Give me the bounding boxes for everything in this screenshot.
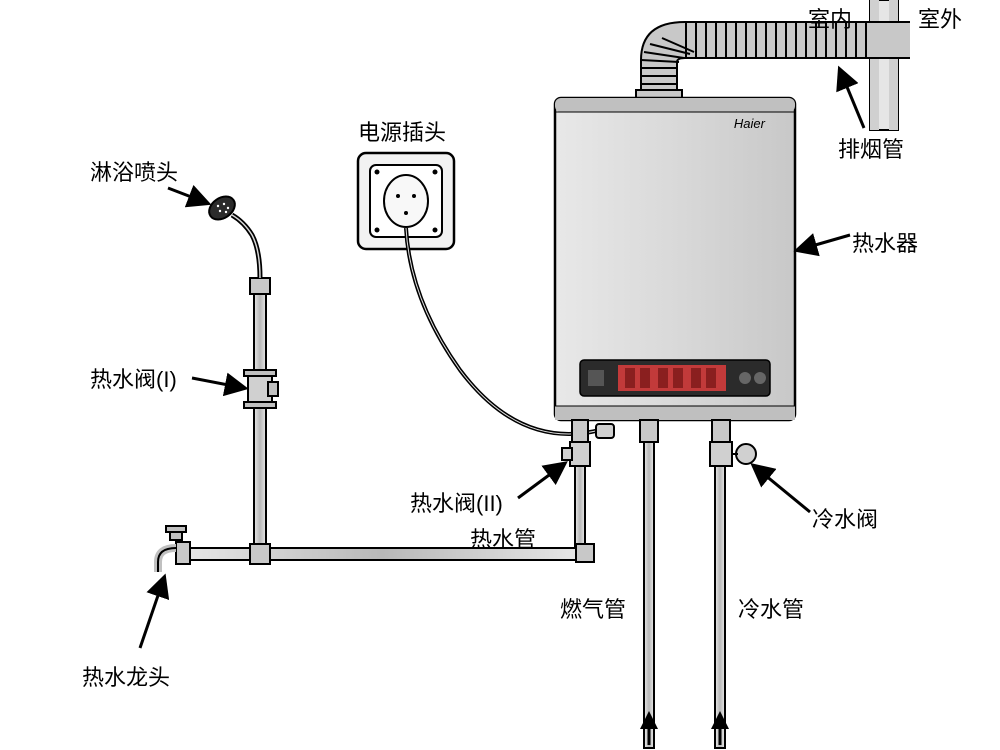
label-water-heater: 热水器 — [852, 226, 918, 258]
hot-tap-icon — [158, 526, 190, 572]
label-power-plug: 电源插头 — [358, 115, 446, 147]
svg-text:Haier: Haier — [734, 116, 766, 131]
label-gas-pipe: 燃气管 — [560, 592, 626, 624]
label-hot-pipe: 热水管 — [470, 522, 536, 554]
label-cold-valve: 冷水阀 — [812, 502, 878, 534]
inlet-arrows-icon — [649, 720, 720, 745]
label-shower-head: 淋浴喷头 — [90, 155, 178, 187]
label-hot-valve-1: 热水阀(I) — [90, 362, 177, 394]
water-heater-icon: Haier — [555, 98, 795, 420]
label-hot-tap: 热水龙头 — [82, 660, 170, 692]
label-outdoor: 室外 — [918, 2, 962, 34]
label-indoor: 室内 — [808, 2, 852, 34]
label-hot-valve-2: 热水阀(II) — [410, 486, 503, 518]
label-cold-pipe: 冷水管 — [738, 592, 804, 624]
hot-valve-1-icon — [244, 370, 278, 408]
wall-icon — [870, 0, 898, 130]
exhaust-pipe-icon — [636, 22, 910, 98]
shower-head-icon — [205, 192, 270, 294]
label-exhaust-pipe: 排烟管 — [838, 132, 904, 164]
under-heater-pipes-icon — [562, 420, 756, 748]
